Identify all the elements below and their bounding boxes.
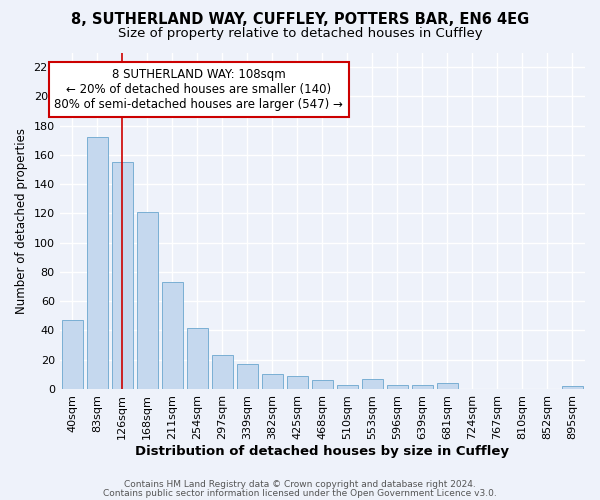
Bar <box>137 212 158 389</box>
Bar <box>161 282 183 389</box>
Bar <box>437 383 458 389</box>
Text: Contains HM Land Registry data © Crown copyright and database right 2024.: Contains HM Land Registry data © Crown c… <box>124 480 476 489</box>
Text: 8, SUTHERLAND WAY, CUFFLEY, POTTERS BAR, EN6 4EG: 8, SUTHERLAND WAY, CUFFLEY, POTTERS BAR,… <box>71 12 529 28</box>
Bar <box>112 162 133 389</box>
Bar <box>187 328 208 389</box>
Text: Size of property relative to detached houses in Cuffley: Size of property relative to detached ho… <box>118 28 482 40</box>
Bar <box>212 356 233 389</box>
Bar <box>387 384 408 389</box>
Bar <box>562 386 583 389</box>
Bar <box>337 384 358 389</box>
Bar <box>412 384 433 389</box>
Bar <box>86 138 108 389</box>
Bar <box>62 320 83 389</box>
Bar <box>312 380 333 389</box>
X-axis label: Distribution of detached houses by size in Cuffley: Distribution of detached houses by size … <box>136 444 509 458</box>
Bar <box>236 364 258 389</box>
Bar <box>287 376 308 389</box>
Y-axis label: Number of detached properties: Number of detached properties <box>15 128 28 314</box>
Text: 8 SUTHERLAND WAY: 108sqm
← 20% of detached houses are smaller (140)
80% of semi-: 8 SUTHERLAND WAY: 108sqm ← 20% of detach… <box>55 68 343 110</box>
Bar <box>262 374 283 389</box>
Bar <box>362 378 383 389</box>
Text: Contains public sector information licensed under the Open Government Licence v3: Contains public sector information licen… <box>103 489 497 498</box>
